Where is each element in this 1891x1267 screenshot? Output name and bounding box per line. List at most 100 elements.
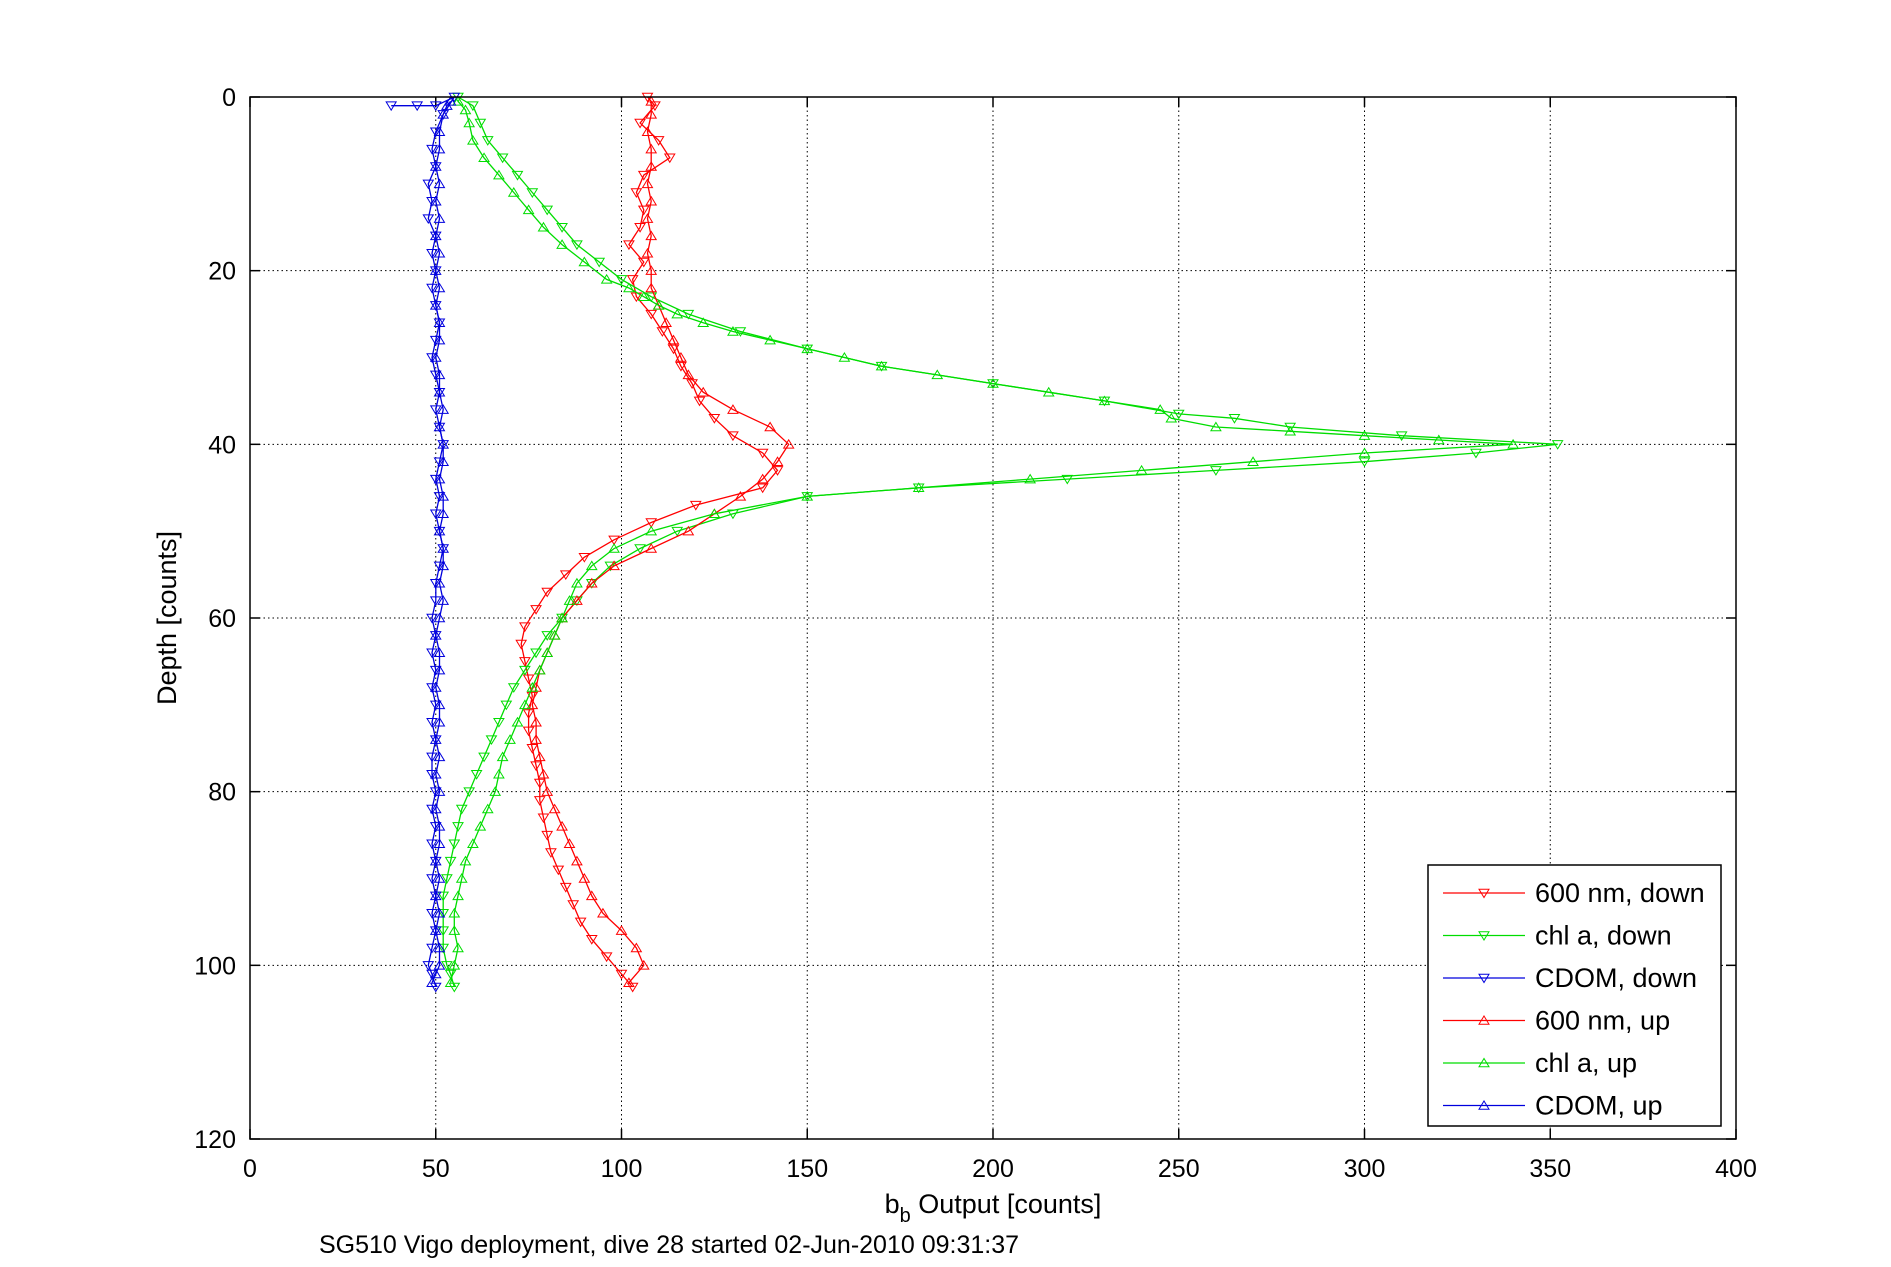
series-5-point-48 xyxy=(429,161,442,171)
series-5-point-43 xyxy=(433,247,446,258)
series-2-point-39 xyxy=(426,717,438,728)
series-4-point-65 xyxy=(459,104,472,115)
series-1-point-58 xyxy=(448,982,461,993)
series-4-point-43 xyxy=(987,378,999,388)
series-4-point-28 xyxy=(801,490,814,501)
series-5-point-49 xyxy=(433,143,446,154)
legend-item-5: CDOM, up xyxy=(1443,1091,1663,1121)
series-0-point-27 xyxy=(578,552,591,563)
legend-label-3: 600 nm, up xyxy=(1535,1006,1670,1036)
series-2-point-41 xyxy=(426,752,438,763)
series-3-point-49 xyxy=(641,126,654,136)
series-3-point-22 xyxy=(571,595,583,605)
series-4-point-12 xyxy=(493,768,505,779)
series-1-point-4 xyxy=(496,153,509,164)
y-tick-label-0: 0 xyxy=(222,84,236,112)
legend-item-1: chl a, down xyxy=(1443,921,1672,951)
series-2-point-52 xyxy=(426,943,438,954)
series-2-point-26 xyxy=(433,492,446,502)
series-0-point-28 xyxy=(559,570,572,581)
series-1-point-57 xyxy=(444,969,457,980)
series-4 xyxy=(444,95,1519,987)
series-4-point-40 xyxy=(1154,404,1167,414)
series-3-point-51 xyxy=(645,95,658,106)
x-tick-label-5: 250 xyxy=(1158,1155,1200,1183)
series-4-point-64 xyxy=(463,117,476,128)
series-5-point-15 xyxy=(429,734,442,744)
series-5-point-39 xyxy=(433,317,446,328)
series-2-point-1 xyxy=(411,101,424,112)
series-1-point-48 xyxy=(452,822,464,832)
series-4-point-29 xyxy=(912,482,925,492)
series-1-point-20 xyxy=(1228,414,1241,424)
series-0-point-35 xyxy=(526,691,539,702)
legend-item-4: chl a, up xyxy=(1443,1048,1637,1078)
x-axis-label-subscript: b xyxy=(900,1205,911,1227)
series-3-point-9 xyxy=(556,820,568,831)
series-4-point-17 xyxy=(526,682,539,692)
series-3-point-32 xyxy=(764,421,776,432)
x-tick-label-2: 100 xyxy=(601,1155,643,1183)
series-5-point-0 xyxy=(426,977,438,987)
legend-swatch-marker-3 xyxy=(1478,1015,1490,1025)
y-tick-label-6: 120 xyxy=(194,1126,236,1154)
series-4-point-63 xyxy=(467,134,479,145)
series-4-point-35 xyxy=(1432,434,1445,445)
series-4-point-0 xyxy=(444,977,457,987)
series-5-point-35 xyxy=(433,386,446,397)
series-4-point-50 xyxy=(697,317,710,328)
series-0-point-22 xyxy=(771,466,784,476)
legend-label-4: chl a, up xyxy=(1535,1048,1637,1078)
series-1-point-54 xyxy=(437,926,450,937)
series-4-point-25 xyxy=(608,543,620,553)
legend-item-3: 600 nm, up xyxy=(1443,1006,1670,1036)
series-5-point-31 xyxy=(437,456,450,466)
series-5-point-25 xyxy=(437,560,450,571)
y-tick-label-5: 100 xyxy=(194,952,236,980)
legend-item-2: CDOM, down xyxy=(1443,963,1697,993)
series-2-point-43 xyxy=(429,787,442,798)
series-5-point-4 xyxy=(429,925,442,935)
series-1-point-22 xyxy=(1395,431,1408,442)
series-2-point-0 xyxy=(385,101,398,112)
series-5-point-33 xyxy=(433,421,446,432)
series-3-point-35 xyxy=(682,369,695,380)
series-0-point-16 xyxy=(675,361,687,372)
series-1-point-21 xyxy=(1284,422,1297,433)
series-4-point-52 xyxy=(652,299,665,310)
y-tick-label-3: 60 xyxy=(208,605,236,633)
series-5-point-13 xyxy=(429,768,442,779)
series-3-point-31 xyxy=(782,438,795,449)
series-0-point-29 xyxy=(541,587,554,598)
series-2-point-54 xyxy=(426,969,438,980)
series-2-point-27 xyxy=(429,509,442,520)
series-3-point-8 xyxy=(563,838,576,849)
legend-label-2: CDOM, down xyxy=(1535,963,1697,993)
series-4-point-66 xyxy=(452,95,464,106)
series-2-point-17 xyxy=(429,335,442,346)
series-1-point-52 xyxy=(437,891,450,902)
series-1-point-7 xyxy=(541,205,554,216)
series-line-4 xyxy=(449,100,1514,983)
series-5-point-45 xyxy=(433,213,446,223)
series-3-point-37 xyxy=(667,334,680,345)
series-0-point-15 xyxy=(667,344,680,355)
series-5-point-12 xyxy=(433,786,446,796)
series-2-point-38 xyxy=(429,700,442,711)
series-4-point-3 xyxy=(448,925,461,935)
series-1-point-47 xyxy=(455,804,468,815)
series-4-point-54 xyxy=(623,282,635,293)
series-2-point-8 xyxy=(422,179,435,190)
series-2-point-44 xyxy=(426,804,438,815)
series-1-point-8 xyxy=(556,223,568,233)
series-0-point-49 xyxy=(585,935,598,945)
series-1-point-11 xyxy=(615,275,628,285)
x-axis-label: bb Output [counts] xyxy=(885,1189,1102,1227)
series-0-point-7 xyxy=(637,205,650,216)
series-5-point-18 xyxy=(429,682,442,692)
series-4-point-13 xyxy=(496,751,509,762)
series-3-point-5 xyxy=(585,890,598,901)
x-tick-label-6: 300 xyxy=(1344,1155,1386,1183)
